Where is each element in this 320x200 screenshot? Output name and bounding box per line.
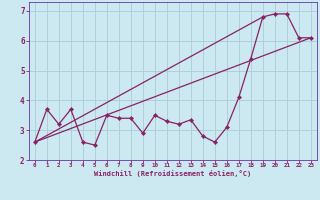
X-axis label: Windchill (Refroidissement éolien,°C): Windchill (Refroidissement éolien,°C) bbox=[94, 170, 252, 177]
